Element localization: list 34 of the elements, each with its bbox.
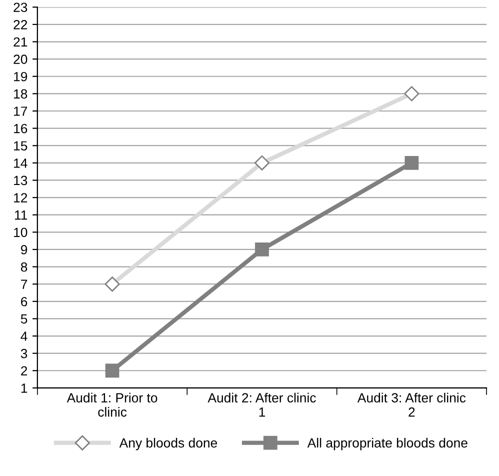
y-tick-label: 16 bbox=[14, 124, 28, 134]
y-tick-label: 10 bbox=[14, 228, 28, 238]
y-tick-label: 22 bbox=[14, 20, 28, 30]
y-tick-label: 20 bbox=[14, 54, 28, 64]
y-tick-label: 15 bbox=[14, 141, 28, 151]
y-tick-label: 9 bbox=[20, 245, 28, 254]
point bbox=[404, 86, 420, 102]
legend-label: Any bloods done bbox=[119, 438, 218, 450]
y-tick-label: 3 bbox=[20, 348, 28, 358]
y-tick-label: 8 bbox=[20, 262, 28, 272]
y-tick-label: 1 bbox=[21, 384, 28, 393]
legend-label: All appropriate bloods done bbox=[307, 438, 468, 450]
y-tick-label: 4 bbox=[20, 332, 28, 341]
point bbox=[104, 276, 120, 292]
point bbox=[105, 364, 120, 378]
y-tick-label: 17 bbox=[14, 106, 28, 116]
y-tick-label: 11 bbox=[15, 210, 28, 220]
y-tick-label: 6 bbox=[21, 296, 28, 306]
y-tick-label: 2 bbox=[21, 366, 28, 376]
y-tick-label: 14 bbox=[14, 158, 28, 168]
y-tick-label: 13 bbox=[14, 176, 28, 186]
y-tick-label: 19 bbox=[14, 72, 28, 82]
point bbox=[255, 242, 269, 256]
y-tick-label: 21 bbox=[14, 37, 28, 47]
y-tick-label: 5 bbox=[20, 314, 28, 324]
point bbox=[404, 156, 419, 170]
x-tick-label: Audit 1: Prior to clinic bbox=[66, 392, 158, 417]
y-tick-label: 18 bbox=[14, 89, 28, 99]
y-tick-label: 23 bbox=[14, 2, 28, 12]
y-tick-label: 12 bbox=[14, 193, 28, 202]
y-tick-label: 7 bbox=[21, 280, 28, 289]
x-tick-label: Audit 2: After clinic 1 bbox=[208, 392, 316, 417]
point bbox=[254, 155, 270, 170]
x-tick-label: Audit 3: After clinic 2 bbox=[357, 392, 466, 417]
